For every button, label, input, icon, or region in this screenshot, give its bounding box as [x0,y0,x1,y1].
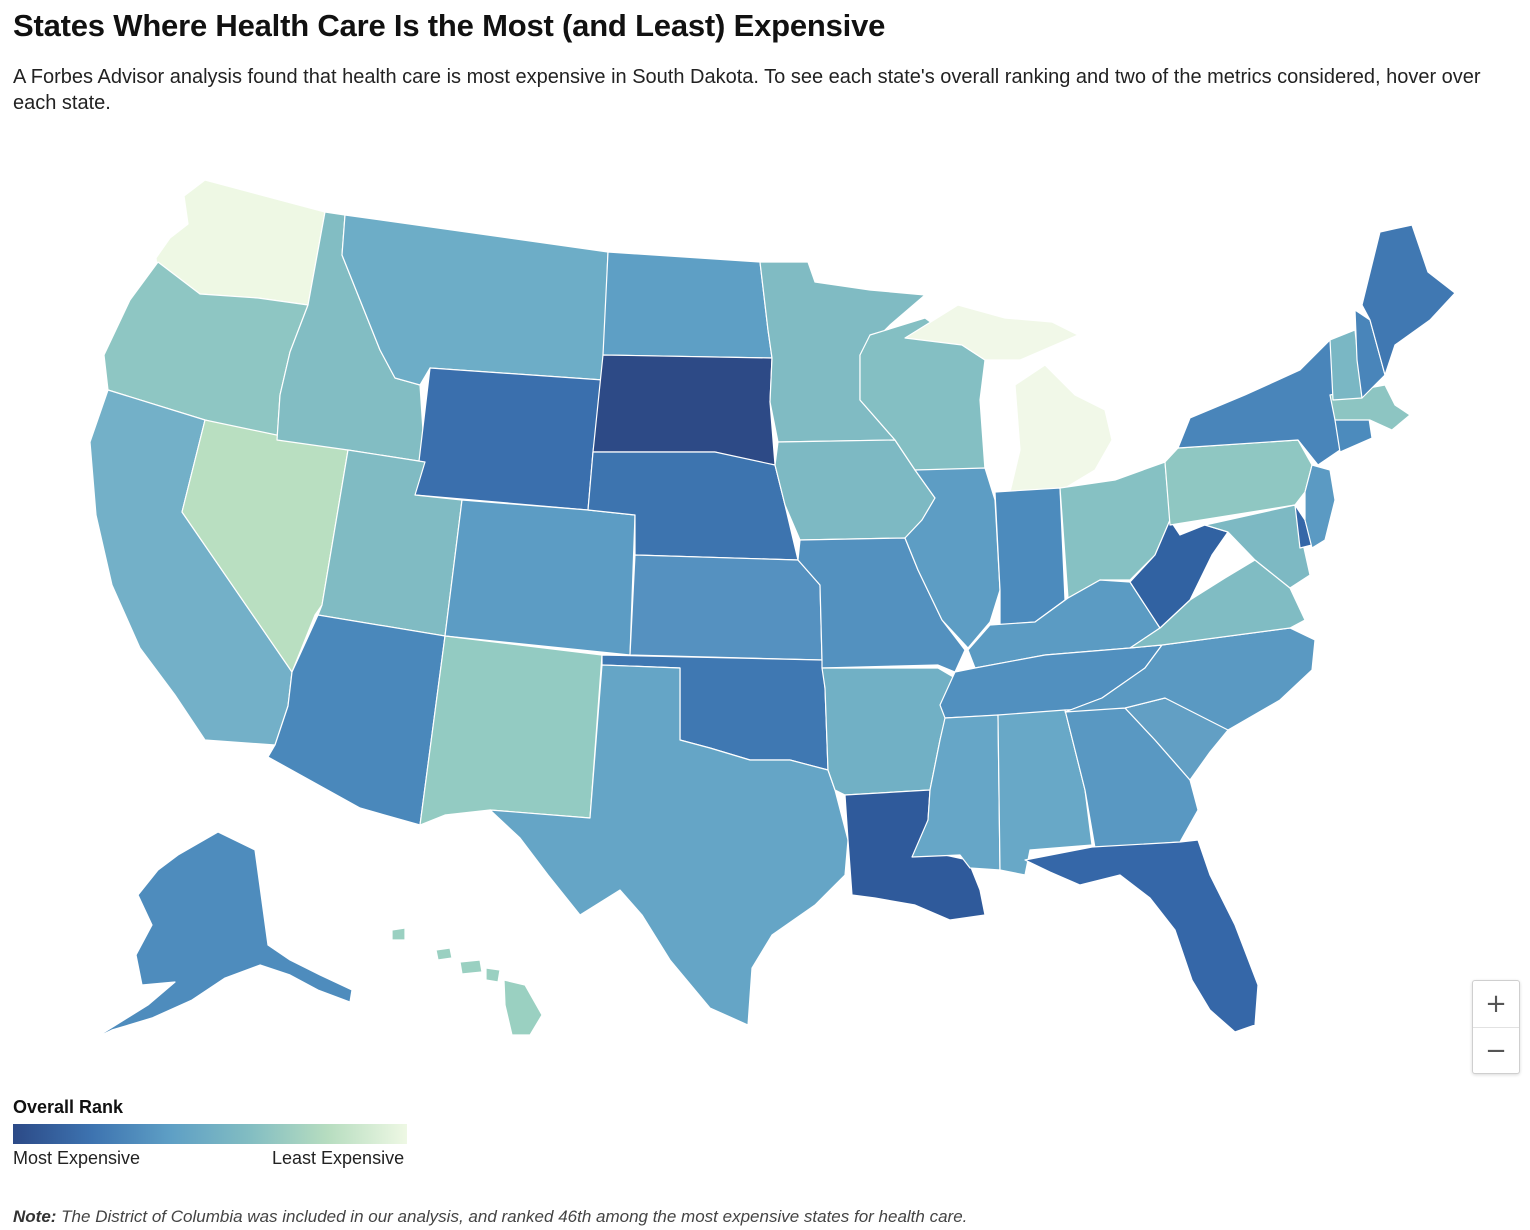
state-nm[interactable] [419,635,603,826]
state-mi[interactable] [904,304,1113,493]
legend-low-label: Most Expensive [13,1148,141,1168]
zoom-in-button[interactable]: + [1473,981,1519,1027]
us-map-svg [89,179,1456,1039]
state-nc[interactable] [1064,627,1316,731]
page-title: States Where Health Care Is the Most (an… [13,8,886,43]
legend-title: Overall Rank [13,1097,124,1117]
state-nh[interactable] [1354,309,1386,399]
state-co[interactable] [444,499,636,656]
state-ks[interactable] [629,554,823,661]
page-subtitle: A Forbes Advisor analysis found that hea… [13,66,1481,114]
state-tx[interactable] [489,664,849,1026]
state-nd[interactable] [602,251,773,359]
state-me[interactable] [1361,224,1456,376]
state-fl[interactable] [1024,839,1259,1033]
state-sd[interactable] [592,354,776,466]
footnote-text: The District of Columbia was included in… [56,1207,968,1226]
state-ak[interactable] [94,831,353,1039]
legend-high-label: Least Expensive [272,1148,405,1168]
state-wy[interactable] [414,367,604,511]
zoom-out-button[interactable]: − [1473,1028,1519,1074]
state-il[interactable] [904,467,1001,649]
legend-gradient-bar [13,1124,407,1144]
choropleth-map [0,170,1530,1050]
state-hi[interactable] [391,927,543,1036]
state-in[interactable] [994,487,1066,626]
zoom-divider [1473,1027,1519,1028]
state-nj[interactable] [1304,464,1336,549]
zoom-control: + − [1472,980,1520,1074]
footnote-label: Note: [13,1207,57,1226]
footnote: Note: The District of Columbia was inclu… [13,1207,967,1227]
